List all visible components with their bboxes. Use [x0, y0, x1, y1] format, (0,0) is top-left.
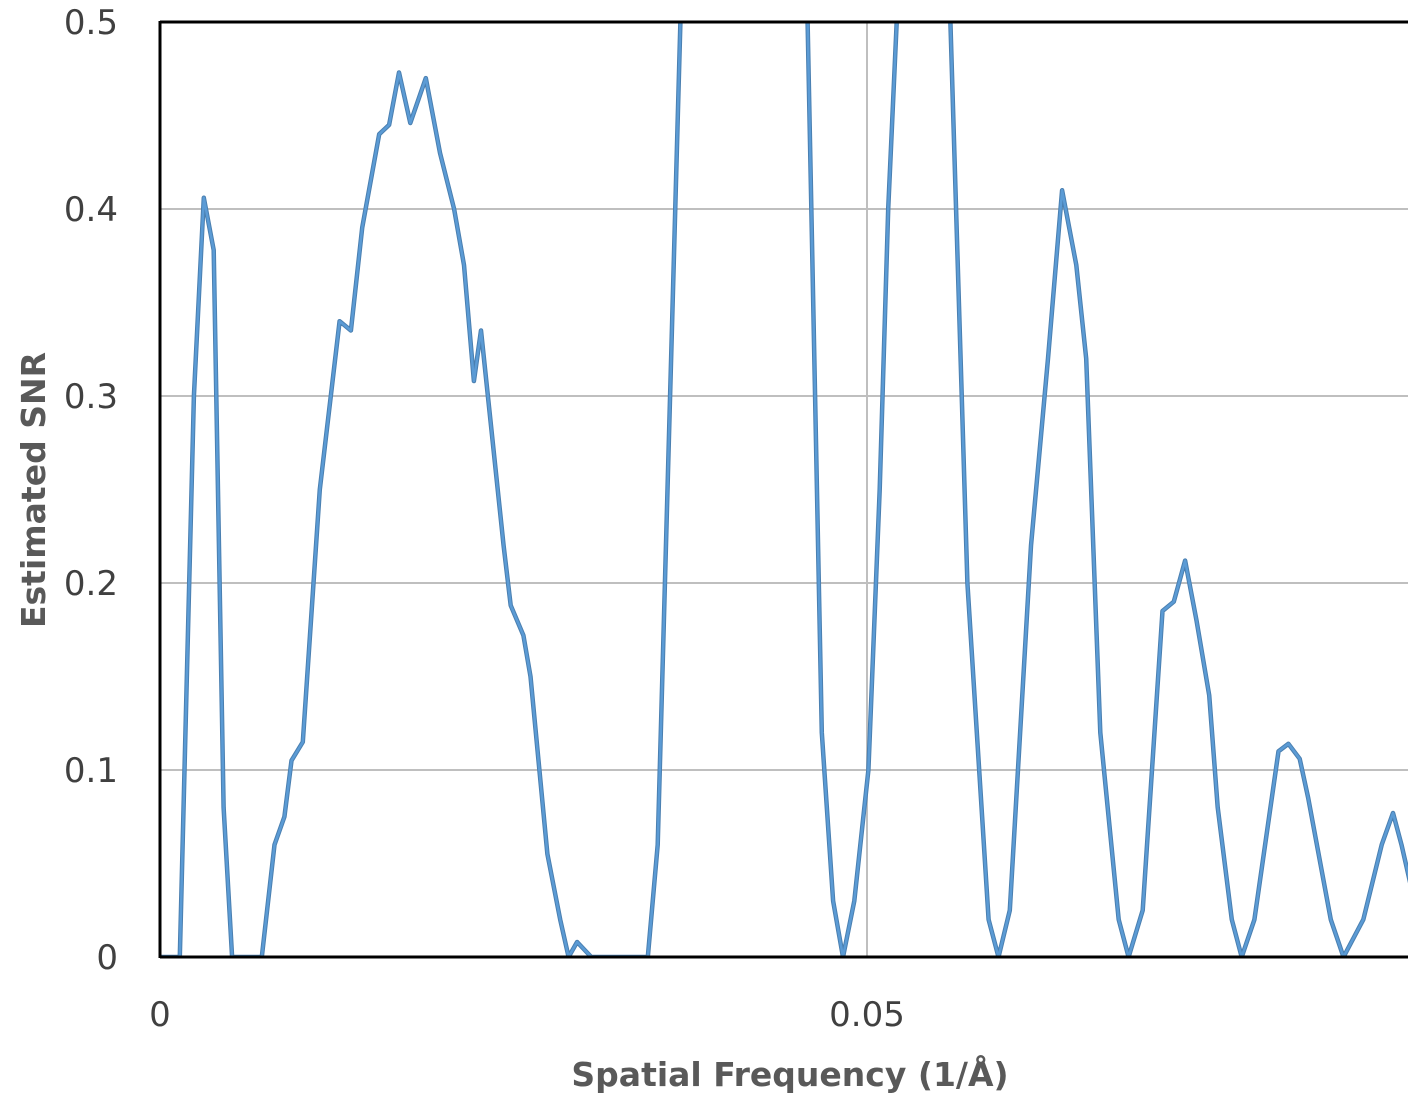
axes — [158, 20, 1408, 959]
y-axis-title: Estimated SNR — [14, 352, 53, 628]
series-0-line-shadow — [160, 22, 1408, 957]
x-axis-title: Spatial Frequency (1/Å) — [571, 1054, 1008, 1094]
x-tick-labels: 00.050.10.15 — [149, 995, 905, 1035]
y-tick-labels: 0 0.1 0.2 0.3 0.4 0.5 — [64, 3, 118, 978]
x-tick-label-1: 0.05 — [829, 995, 905, 1035]
series-0-line — [160, 22, 1408, 957]
series-line-group — [160, 22, 1408, 957]
x-tick-label-0: 0 — [149, 995, 171, 1035]
y-tick-label-4: 0.4 — [64, 190, 118, 230]
y-tick-label-0: 0 — [96, 938, 118, 978]
y-tick-label-5: 0.5 — [64, 3, 118, 43]
y-tick-label-2: 0.2 — [64, 564, 118, 604]
y-tick-label-1: 0.1 — [64, 751, 118, 791]
y-tick-label-3: 0.3 — [64, 377, 118, 417]
